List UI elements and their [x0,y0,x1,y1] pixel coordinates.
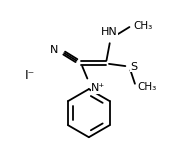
Text: N⁺: N⁺ [91,83,105,93]
Text: N: N [49,45,58,55]
Text: I⁻: I⁻ [25,69,35,82]
Text: CH₃: CH₃ [137,82,156,92]
Text: S: S [130,62,137,72]
Text: HN: HN [101,27,117,37]
Text: CH₃: CH₃ [134,21,153,31]
